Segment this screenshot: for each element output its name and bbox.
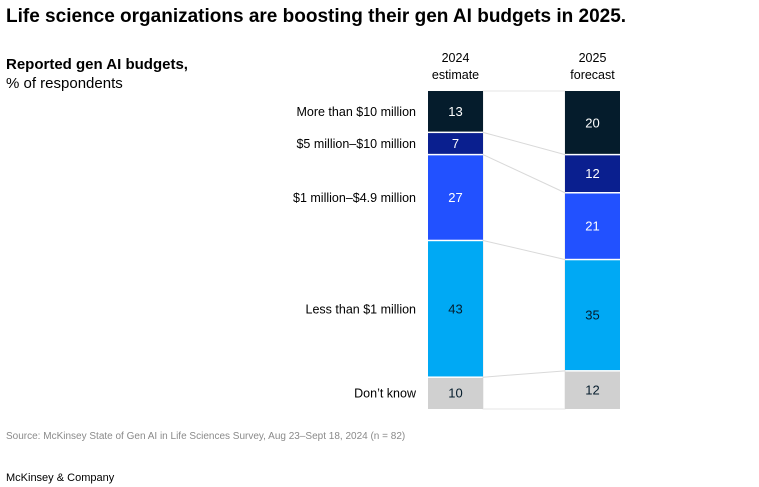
- column-header-type: estimate: [432, 68, 479, 82]
- column-header-year: 2025: [579, 51, 607, 65]
- bar-segment: [428, 91, 483, 132]
- source-note: Source: McKinsey State of Gen AI in Life…: [6, 431, 406, 442]
- connector-line: [482, 370, 566, 378]
- bar-segment: [565, 371, 620, 409]
- column-header-type: forecast: [570, 68, 615, 82]
- connector-line: [482, 154, 566, 194]
- data-label: 12: [585, 382, 599, 397]
- category-label: $1 million–$4.9 million: [293, 191, 416, 205]
- brand-name: McKinsey & Company: [6, 472, 115, 484]
- bar-segment: [565, 91, 620, 154]
- connector-line: [482, 131, 566, 156]
- category-label: Don’t know: [354, 387, 417, 401]
- subtitle-unit: % of respondents: [6, 75, 123, 92]
- data-label: 21: [585, 219, 599, 234]
- column-header-year: 2024: [442, 51, 470, 65]
- category-label: $5 million–$10 million: [296, 137, 416, 151]
- data-label: 13: [448, 104, 462, 119]
- data-label: 35: [585, 308, 599, 323]
- data-label: 10: [448, 386, 462, 401]
- bar-segment: [565, 260, 620, 371]
- category-label: Less than $1 million: [306, 302, 417, 316]
- data-label: 20: [585, 115, 599, 130]
- chart-title: Life science organizations are boosting …: [6, 6, 627, 27]
- chart-subtitle: Reported gen AI budgets, % of respondent…: [6, 55, 188, 93]
- data-label: 12: [585, 166, 599, 181]
- subtitle-bold: Reported gen AI budgets,: [6, 56, 188, 73]
- category-label: More than $10 million: [296, 105, 416, 119]
- bar-segment: [565, 155, 620, 193]
- connector-line: [482, 239, 566, 261]
- bar-segment: [428, 155, 483, 240]
- bar-segment: [428, 241, 483, 377]
- data-label: 7: [452, 136, 459, 151]
- data-label: 43: [448, 301, 462, 316]
- bar-segment: [428, 133, 483, 154]
- bar-segment: [428, 377, 483, 409]
- bar-segment: [565, 193, 620, 259]
- data-label: 27: [448, 190, 462, 205]
